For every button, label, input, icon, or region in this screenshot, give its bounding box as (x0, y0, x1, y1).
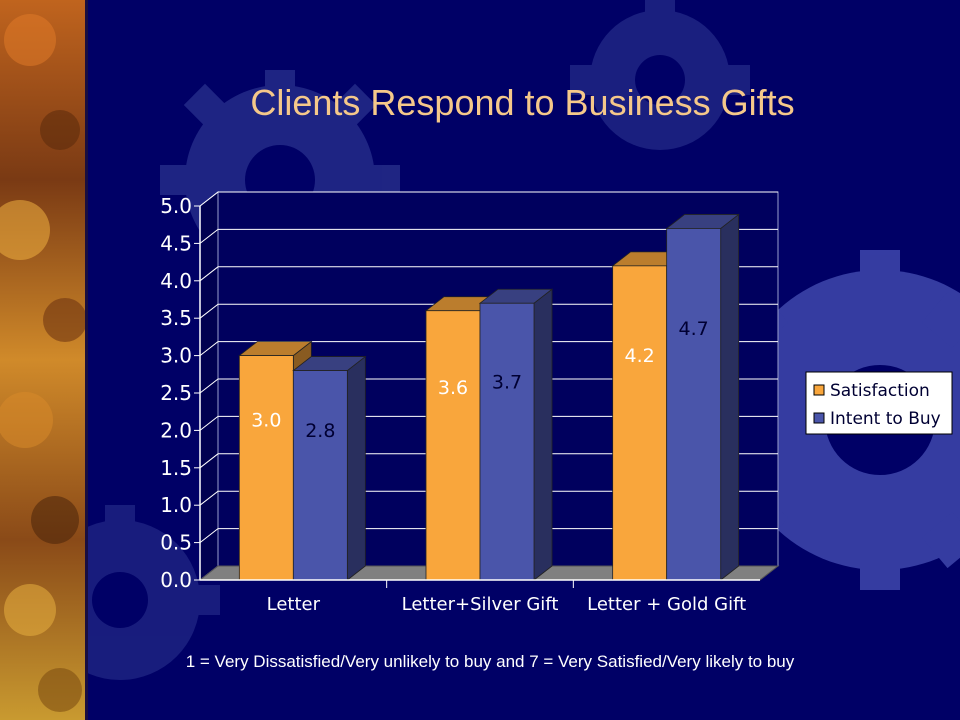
gridline (199, 453, 778, 469)
x-tick-label: Letter + Gold Gift (587, 594, 746, 615)
data-label: 3.7 (492, 372, 522, 394)
y-tick-label: 1.5 (160, 456, 192, 480)
legend-label: Intent to Buy (830, 409, 941, 429)
bar-side (720, 213, 740, 581)
y-tick-label: 0.0 (160, 568, 192, 592)
bar (238, 355, 294, 581)
strip-texture (0, 14, 87, 712)
data-label: 2.8 (305, 420, 335, 442)
y-tick-label: 2.5 (160, 381, 192, 405)
x-tick-label: Letter+Silver Gift (402, 594, 559, 615)
legend-swatch (813, 384, 825, 396)
data-label: 4.7 (679, 318, 709, 340)
legend-swatch (813, 412, 825, 424)
data-label: 4.2 (625, 345, 655, 367)
x-tick-label: Letter (267, 594, 321, 615)
scale-footnote: 1 = Very Dissatisfied/Very unlikely to b… (185, 652, 795, 671)
gridline (199, 415, 778, 431)
bar (479, 302, 535, 581)
y-tick-label: 3.0 (160, 344, 192, 368)
y-tick-label: 3.5 (160, 306, 192, 330)
bar (612, 265, 668, 581)
legend-label: Satisfaction (830, 381, 930, 401)
y-tick-label: 2.0 (160, 418, 192, 442)
gridline (199, 266, 778, 282)
y-tick-label: 0.5 (160, 531, 192, 555)
y-tick-label: 4.5 (160, 231, 192, 255)
data-label: 3.0 (251, 409, 281, 431)
gridline (199, 490, 778, 506)
y-tick-label: 1.0 (160, 493, 192, 517)
slide-title: Clients Respond to Business Gifts (250, 82, 795, 123)
gridline (199, 191, 778, 207)
bar (292, 370, 348, 581)
gridline (199, 378, 778, 394)
y-tick-label: 4.0 (160, 269, 192, 293)
gridline (199, 228, 778, 244)
data-label: 3.6 (438, 377, 468, 399)
bar-side (533, 288, 553, 581)
gridline (199, 303, 778, 319)
legend-box (805, 371, 953, 435)
gridline (199, 528, 778, 543)
gear-icon (570, 0, 750, 150)
gridline (199, 341, 778, 356)
bar (666, 228, 722, 581)
y-tick-label: 5.0 (160, 194, 192, 218)
bar (425, 310, 481, 581)
bar-side (346, 355, 366, 581)
